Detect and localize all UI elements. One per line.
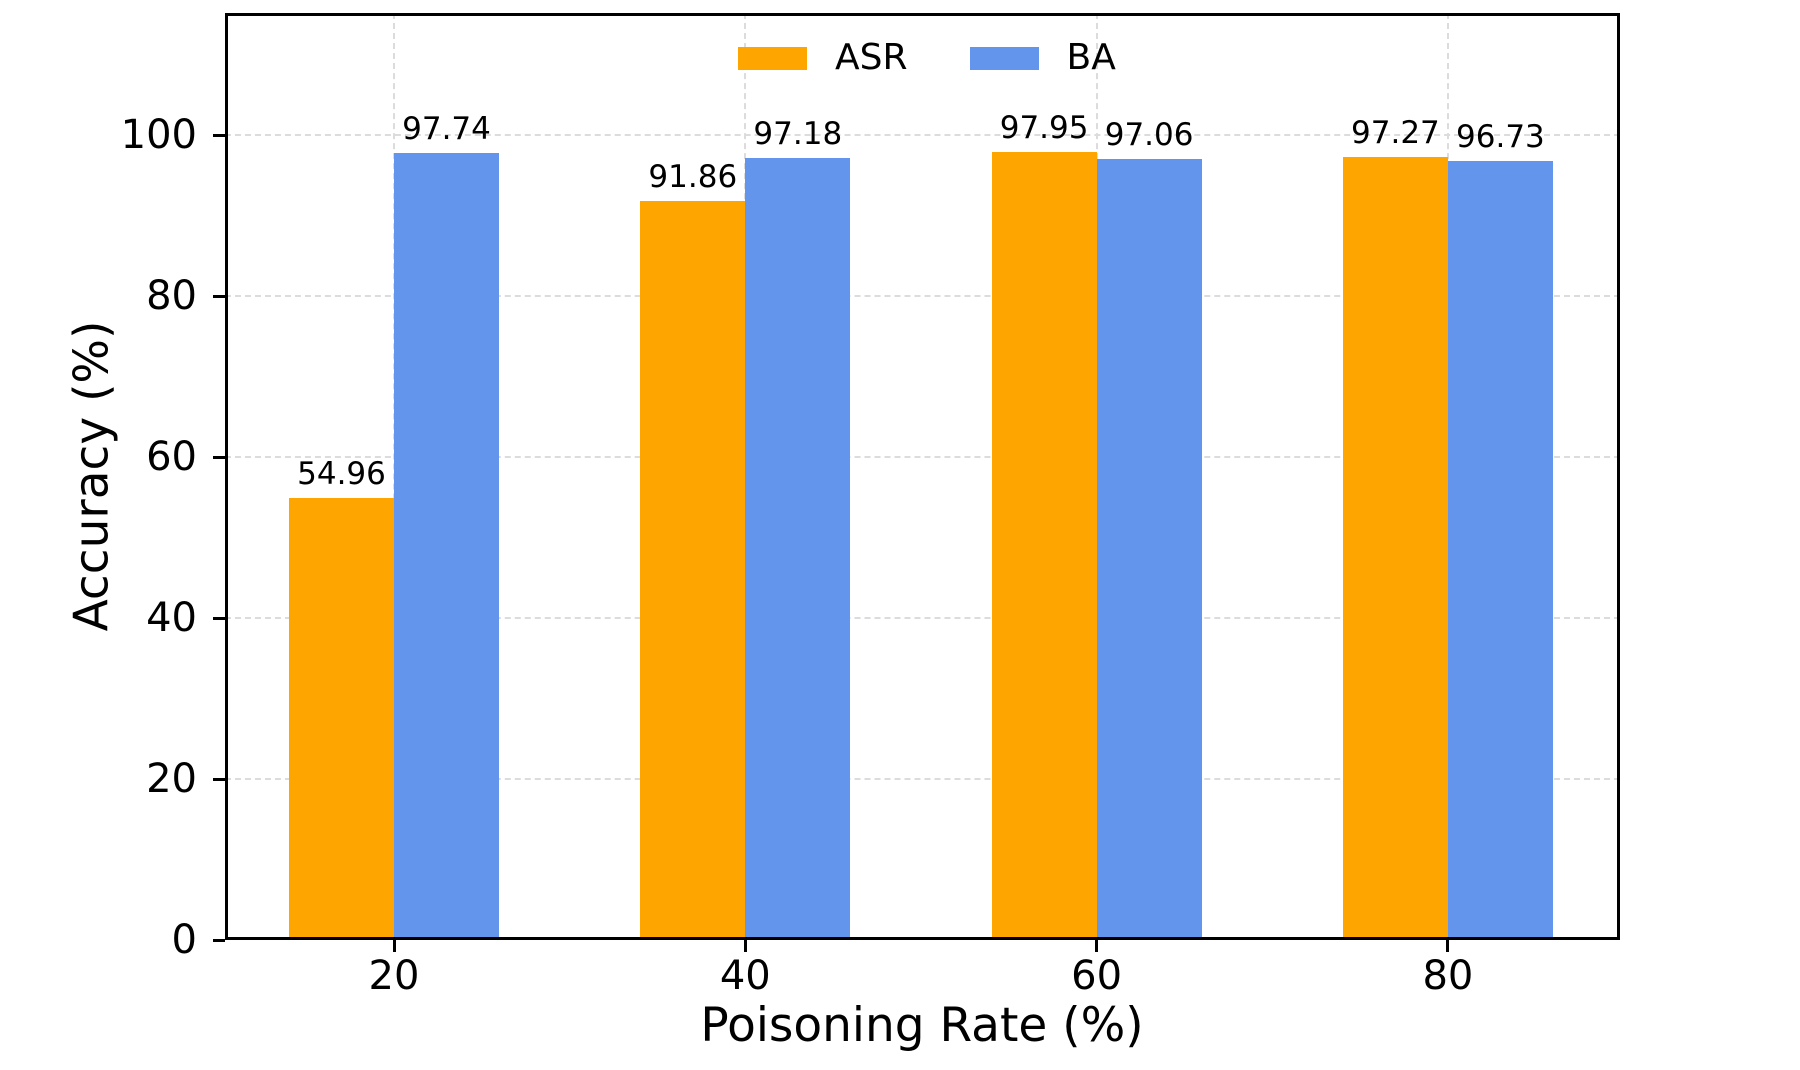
y-tick-label: 80 xyxy=(146,273,197,319)
bar-ba-80 xyxy=(1447,161,1553,940)
bar-asr-20 xyxy=(289,497,394,940)
x-tick-mark-40 xyxy=(743,940,747,952)
bar-ba-60 xyxy=(1096,158,1202,940)
gridline-y-100 xyxy=(225,134,1620,136)
bar-asr-60 xyxy=(991,151,1097,940)
y-tick-mark-40 xyxy=(213,616,225,620)
y-tick-mark-80 xyxy=(213,294,225,298)
bar-value-label: 91.86 xyxy=(648,158,738,195)
bar-asr-80 xyxy=(1342,156,1448,940)
y-tick-label: 40 xyxy=(146,595,197,641)
y-tick-label: 100 xyxy=(120,112,197,158)
bar-value-label: 54.96 xyxy=(297,455,386,492)
gridline-y-20 xyxy=(225,778,1620,780)
legend-label-asr: ASR xyxy=(835,37,908,78)
y-tick-label: 60 xyxy=(146,434,197,480)
plot-area: 54.96 91.86 97.95 97.27 97.74 97.18 97.06 96.73 xyxy=(225,13,1620,940)
gridline-y-40 xyxy=(225,617,1620,619)
bar-value-label: 97.27 xyxy=(1351,114,1440,151)
x-axis-title: Poisoning Rate (%) xyxy=(700,998,1144,1053)
x-tick-label: 20 xyxy=(368,953,420,999)
legend: ASR BA xyxy=(738,40,1116,76)
x-tick-mark-60 xyxy=(1095,940,1099,952)
bar-asr-40 xyxy=(640,200,746,940)
bar-value-label: 97.95 xyxy=(999,109,1089,146)
bar-ba-40 xyxy=(745,157,851,940)
gridline-y-60 xyxy=(225,456,1620,458)
x-tick-label: 40 xyxy=(719,953,771,999)
y-tick-mark-60 xyxy=(213,455,225,459)
y-axis-title: Accuracy (%) xyxy=(64,320,120,632)
y-tick-mark-20 xyxy=(213,777,225,781)
bar-value-label: 96.73 xyxy=(1456,119,1545,156)
y-tick-mark-100 xyxy=(213,133,225,137)
x-tick-label: 80 xyxy=(1422,953,1474,999)
y-tick-label: 20 xyxy=(146,756,197,802)
y-tick-mark-0 xyxy=(213,938,225,942)
y-tick-label: 0 xyxy=(171,917,197,963)
bar-value-label: 97.06 xyxy=(1104,116,1194,153)
x-tick-label: 60 xyxy=(1071,953,1123,999)
legend-swatch-asr xyxy=(738,46,807,70)
gridline-y-80 xyxy=(225,295,1620,297)
bar-value-label: 97.18 xyxy=(753,115,843,152)
x-tick-mark-80 xyxy=(1446,940,1450,952)
x-tick-mark-20 xyxy=(392,940,396,952)
bar-ba-20 xyxy=(394,153,499,940)
legend-swatch-ba xyxy=(969,46,1039,70)
bar-value-label: 97.74 xyxy=(402,111,491,148)
legend-label-ba: BA xyxy=(1066,37,1116,78)
